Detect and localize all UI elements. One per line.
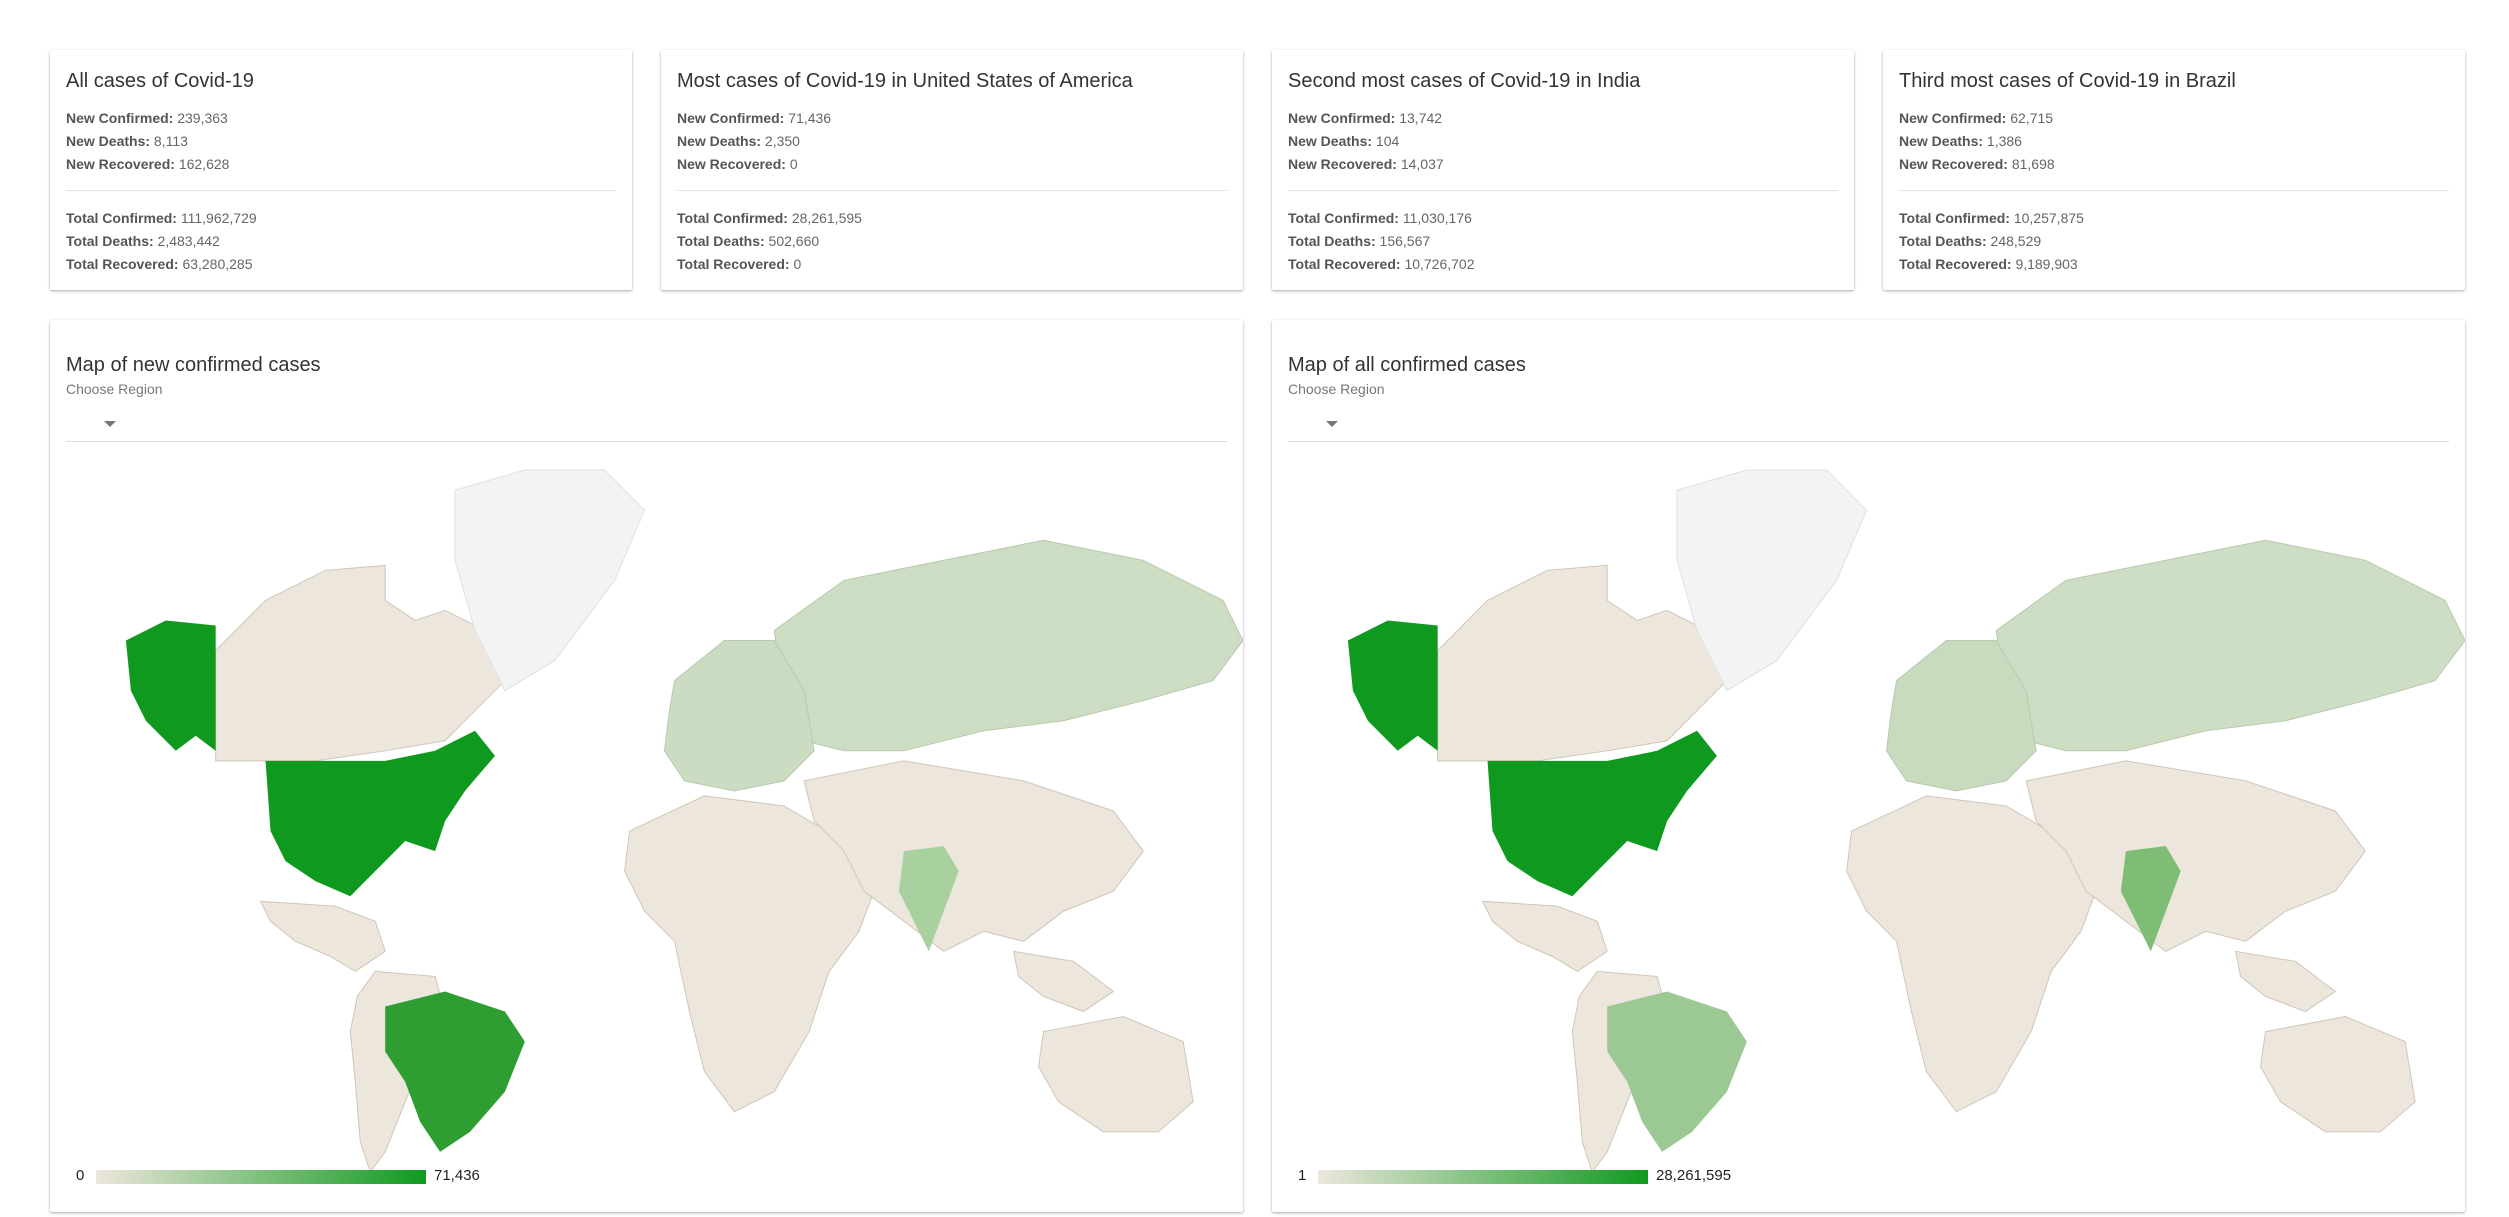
russia[interactable] <box>773 539 1243 752</box>
map-title: Map of all confirmed cases <box>1288 354 1526 376</box>
stats-card-all: All cases of Covid-19 New Confirmed: 239… <box>50 50 632 290</box>
legend-min: 1 <box>1298 1167 1307 1184</box>
card-title: All cases of Covid-19 <box>66 70 254 92</box>
map-title: Map of new confirmed cases <box>66 354 321 376</box>
stats-card-usa: Most cases of Covid-19 in United States … <box>661 50 1243 290</box>
total-deaths: Total Deaths: 2,483,442 <box>66 233 220 249</box>
total-confirmed: Total Confirmed: 11,030,176 <box>1288 210 1472 226</box>
stats-card-india: Second most cases of Covid-19 in India N… <box>1272 50 1854 290</box>
total-confirmed: Total Confirmed: 28,261,595 <box>677 210 862 226</box>
asia[interactable] <box>803 760 1144 952</box>
legend-max: 28,261,595 <box>1656 1167 1732 1184</box>
total-confirmed: Total Confirmed: 10,257,875 <box>1899 210 2084 226</box>
india[interactable] <box>898 846 959 952</box>
divider <box>1899 190 2449 191</box>
new-recovered: New Recovered: 0 <box>677 156 798 172</box>
new-deaths: New Deaths: 2,350 <box>677 133 800 149</box>
greenland[interactable] <box>1676 469 1868 692</box>
legend-max: 71,436 <box>434 1167 480 1184</box>
usa[interactable] <box>1487 730 1717 897</box>
mexico[interactable] <box>1481 900 1608 972</box>
europe[interactable] <box>663 640 815 792</box>
divider <box>66 190 616 191</box>
world-map-svg <box>1347 469 2465 1174</box>
se-asia[interactable] <box>2234 950 2337 1013</box>
region-label: Choose Region <box>66 381 163 397</box>
new-recovered: New Recovered: 81,698 <box>1899 156 2055 172</box>
brazil[interactable] <box>385 991 525 1152</box>
new-deaths: New Deaths: 104 <box>1288 133 1400 149</box>
map-card-all-confirmed: Map of all confirmed cases Choose Region <box>1272 320 2465 1212</box>
legend-gradient <box>96 1170 426 1184</box>
brazil[interactable] <box>1607 991 1747 1152</box>
new-deaths: New Deaths: 8,113 <box>66 133 188 149</box>
africa[interactable] <box>624 795 875 1113</box>
legend-gradient <box>1318 1170 1648 1184</box>
region-select[interactable] <box>1288 397 2449 442</box>
new-confirmed: New Confirmed: 62,715 <box>1899 110 2054 126</box>
divider <box>677 190 1227 191</box>
alaska[interactable] <box>1347 620 1438 751</box>
africa[interactable] <box>1846 795 2097 1113</box>
se-asia[interactable] <box>1012 950 1115 1013</box>
new-recovered: New Recovered: 14,037 <box>1288 156 1444 172</box>
new-deaths: New Deaths: 1,386 <box>1899 133 2022 149</box>
total-recovered: Total Recovered: 63,280,285 <box>66 256 253 272</box>
land-layer <box>1437 469 2416 1174</box>
caret-down-icon <box>104 421 116 427</box>
alaska[interactable] <box>125 620 216 751</box>
geo-map[interactable] <box>86 450 1243 1192</box>
greenland[interactable] <box>454 469 646 692</box>
total-confirmed: Total Confirmed: 111,962,729 <box>66 210 257 226</box>
australia[interactable] <box>1038 1016 1194 1133</box>
canada[interactable] <box>215 564 506 762</box>
region-label: Choose Region <box>1288 381 1385 397</box>
new-recovered: New Recovered: 162,628 <box>66 156 230 172</box>
australia[interactable] <box>2260 1016 2416 1133</box>
europe[interactable] <box>1885 640 2037 792</box>
total-recovered: Total Recovered: 10,726,702 <box>1288 256 1475 272</box>
new-confirmed: New Confirmed: 13,742 <box>1288 110 1443 126</box>
asia[interactable] <box>2025 760 2366 952</box>
new-confirmed: New Confirmed: 71,436 <box>677 110 832 126</box>
total-deaths: Total Deaths: 502,660 <box>677 233 820 249</box>
russia[interactable] <box>1995 539 2465 752</box>
world-map-svg <box>125 469 1243 1174</box>
new-confirmed: New Confirmed: 239,363 <box>66 110 228 126</box>
geo-map[interactable] <box>1308 450 2465 1192</box>
total-recovered: Total Recovered: 0 <box>677 256 802 272</box>
total-deaths: Total Deaths: 248,529 <box>1899 233 2042 249</box>
map-card-new-confirmed: Map of new confirmed cases Choose Region <box>50 320 1243 1212</box>
mexico[interactable] <box>259 900 386 972</box>
total-deaths: Total Deaths: 156,567 <box>1288 233 1431 249</box>
land-layer <box>215 469 1194 1174</box>
stats-card-brazil: Third most cases of Covid-19 in Brazil N… <box>1883 50 2465 290</box>
caret-down-icon <box>1326 421 1338 427</box>
card-title: Third most cases of Covid-19 in Brazil <box>1899 70 2236 92</box>
card-title: Most cases of Covid-19 in United States … <box>677 70 1133 92</box>
legend-min: 0 <box>76 1167 85 1184</box>
india[interactable] <box>2120 846 2181 952</box>
canada[interactable] <box>1437 564 1728 762</box>
usa[interactable] <box>265 730 495 897</box>
region-select[interactable] <box>66 397 1227 442</box>
card-title: Second most cases of Covid-19 in India <box>1288 70 1641 92</box>
total-recovered: Total Recovered: 9,189,903 <box>1899 256 2078 272</box>
divider <box>1288 190 1838 191</box>
